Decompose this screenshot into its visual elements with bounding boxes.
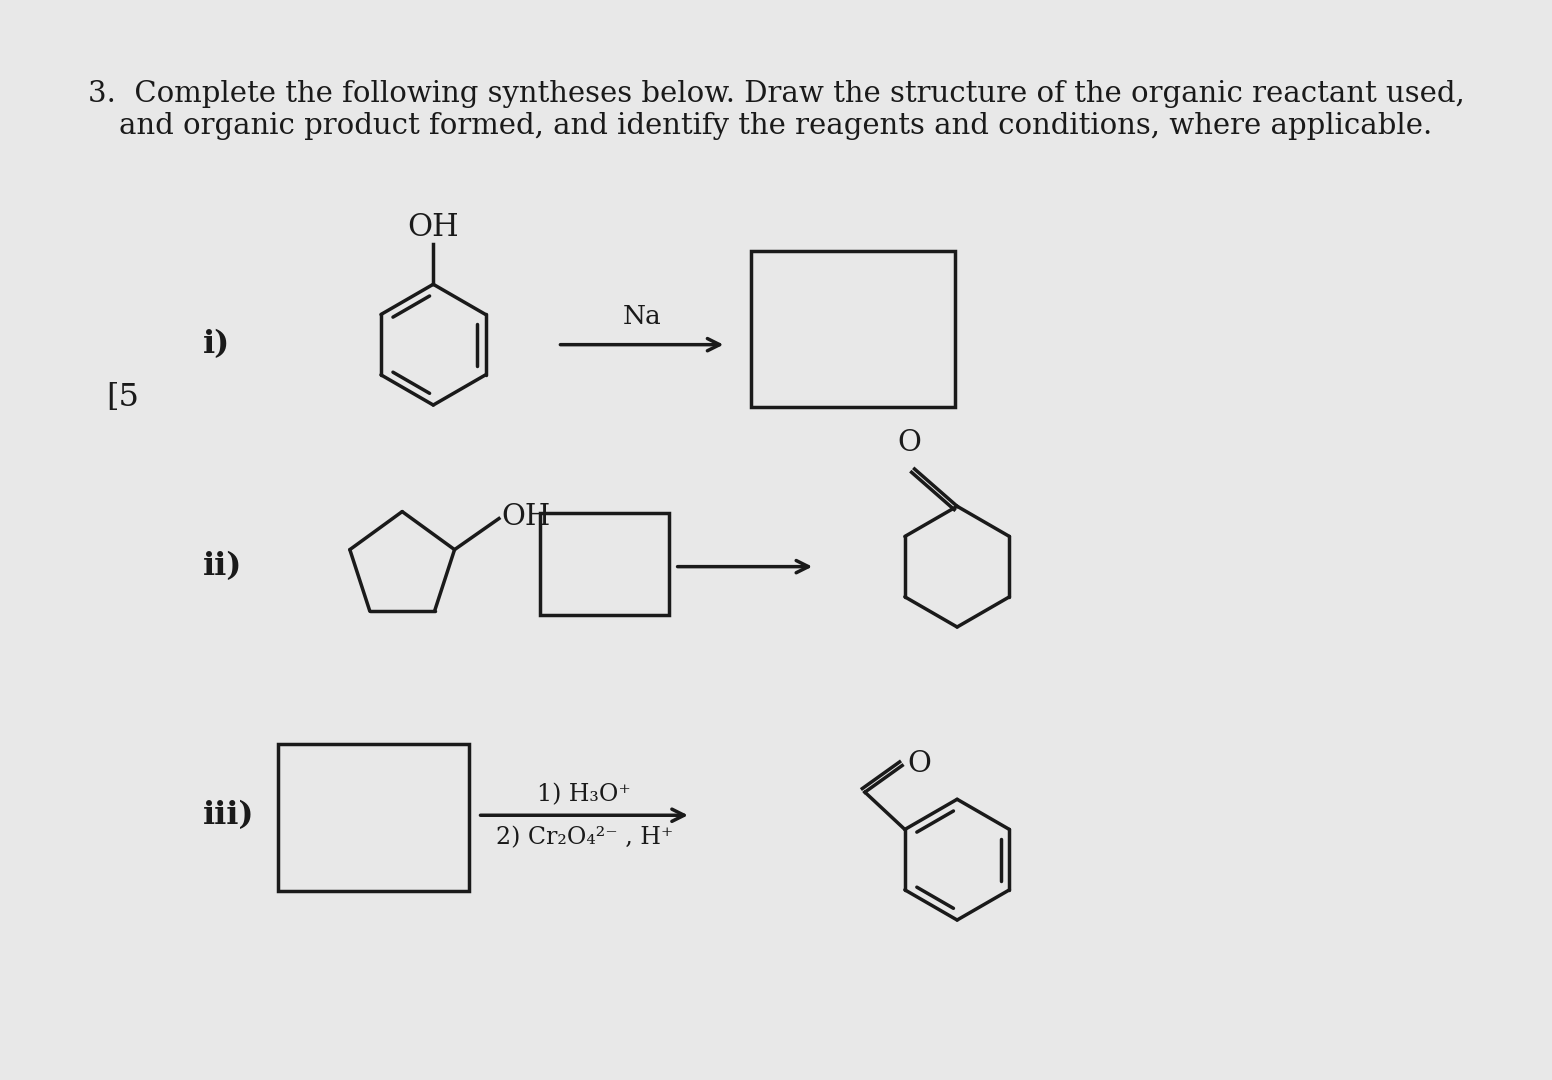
Text: OH: OH — [501, 503, 551, 530]
Text: iii): iii) — [202, 800, 255, 831]
Text: 1) H₃O⁺: 1) H₃O⁺ — [537, 783, 632, 807]
Text: O: O — [908, 750, 931, 778]
Bar — [751, 252, 956, 407]
Text: i): i) — [202, 329, 230, 360]
Text: and organic product formed, and identify the reagents and conditions, where appl: and organic product formed, and identify… — [120, 112, 1432, 140]
Bar — [540, 513, 669, 616]
Text: Na: Na — [622, 303, 661, 328]
Text: O: O — [897, 429, 922, 457]
Text: 3.  Complete the following syntheses below. Draw the structure of the organic re: 3. Complete the following syntheses belo… — [87, 80, 1465, 108]
Text: 2) Cr₂O₄²⁻ , H⁺: 2) Cr₂O₄²⁻ , H⁺ — [495, 826, 674, 849]
Text: ii): ii) — [202, 551, 242, 582]
Text: [5: [5 — [107, 382, 140, 414]
Bar — [278, 744, 469, 891]
Text: OH: OH — [408, 212, 459, 243]
